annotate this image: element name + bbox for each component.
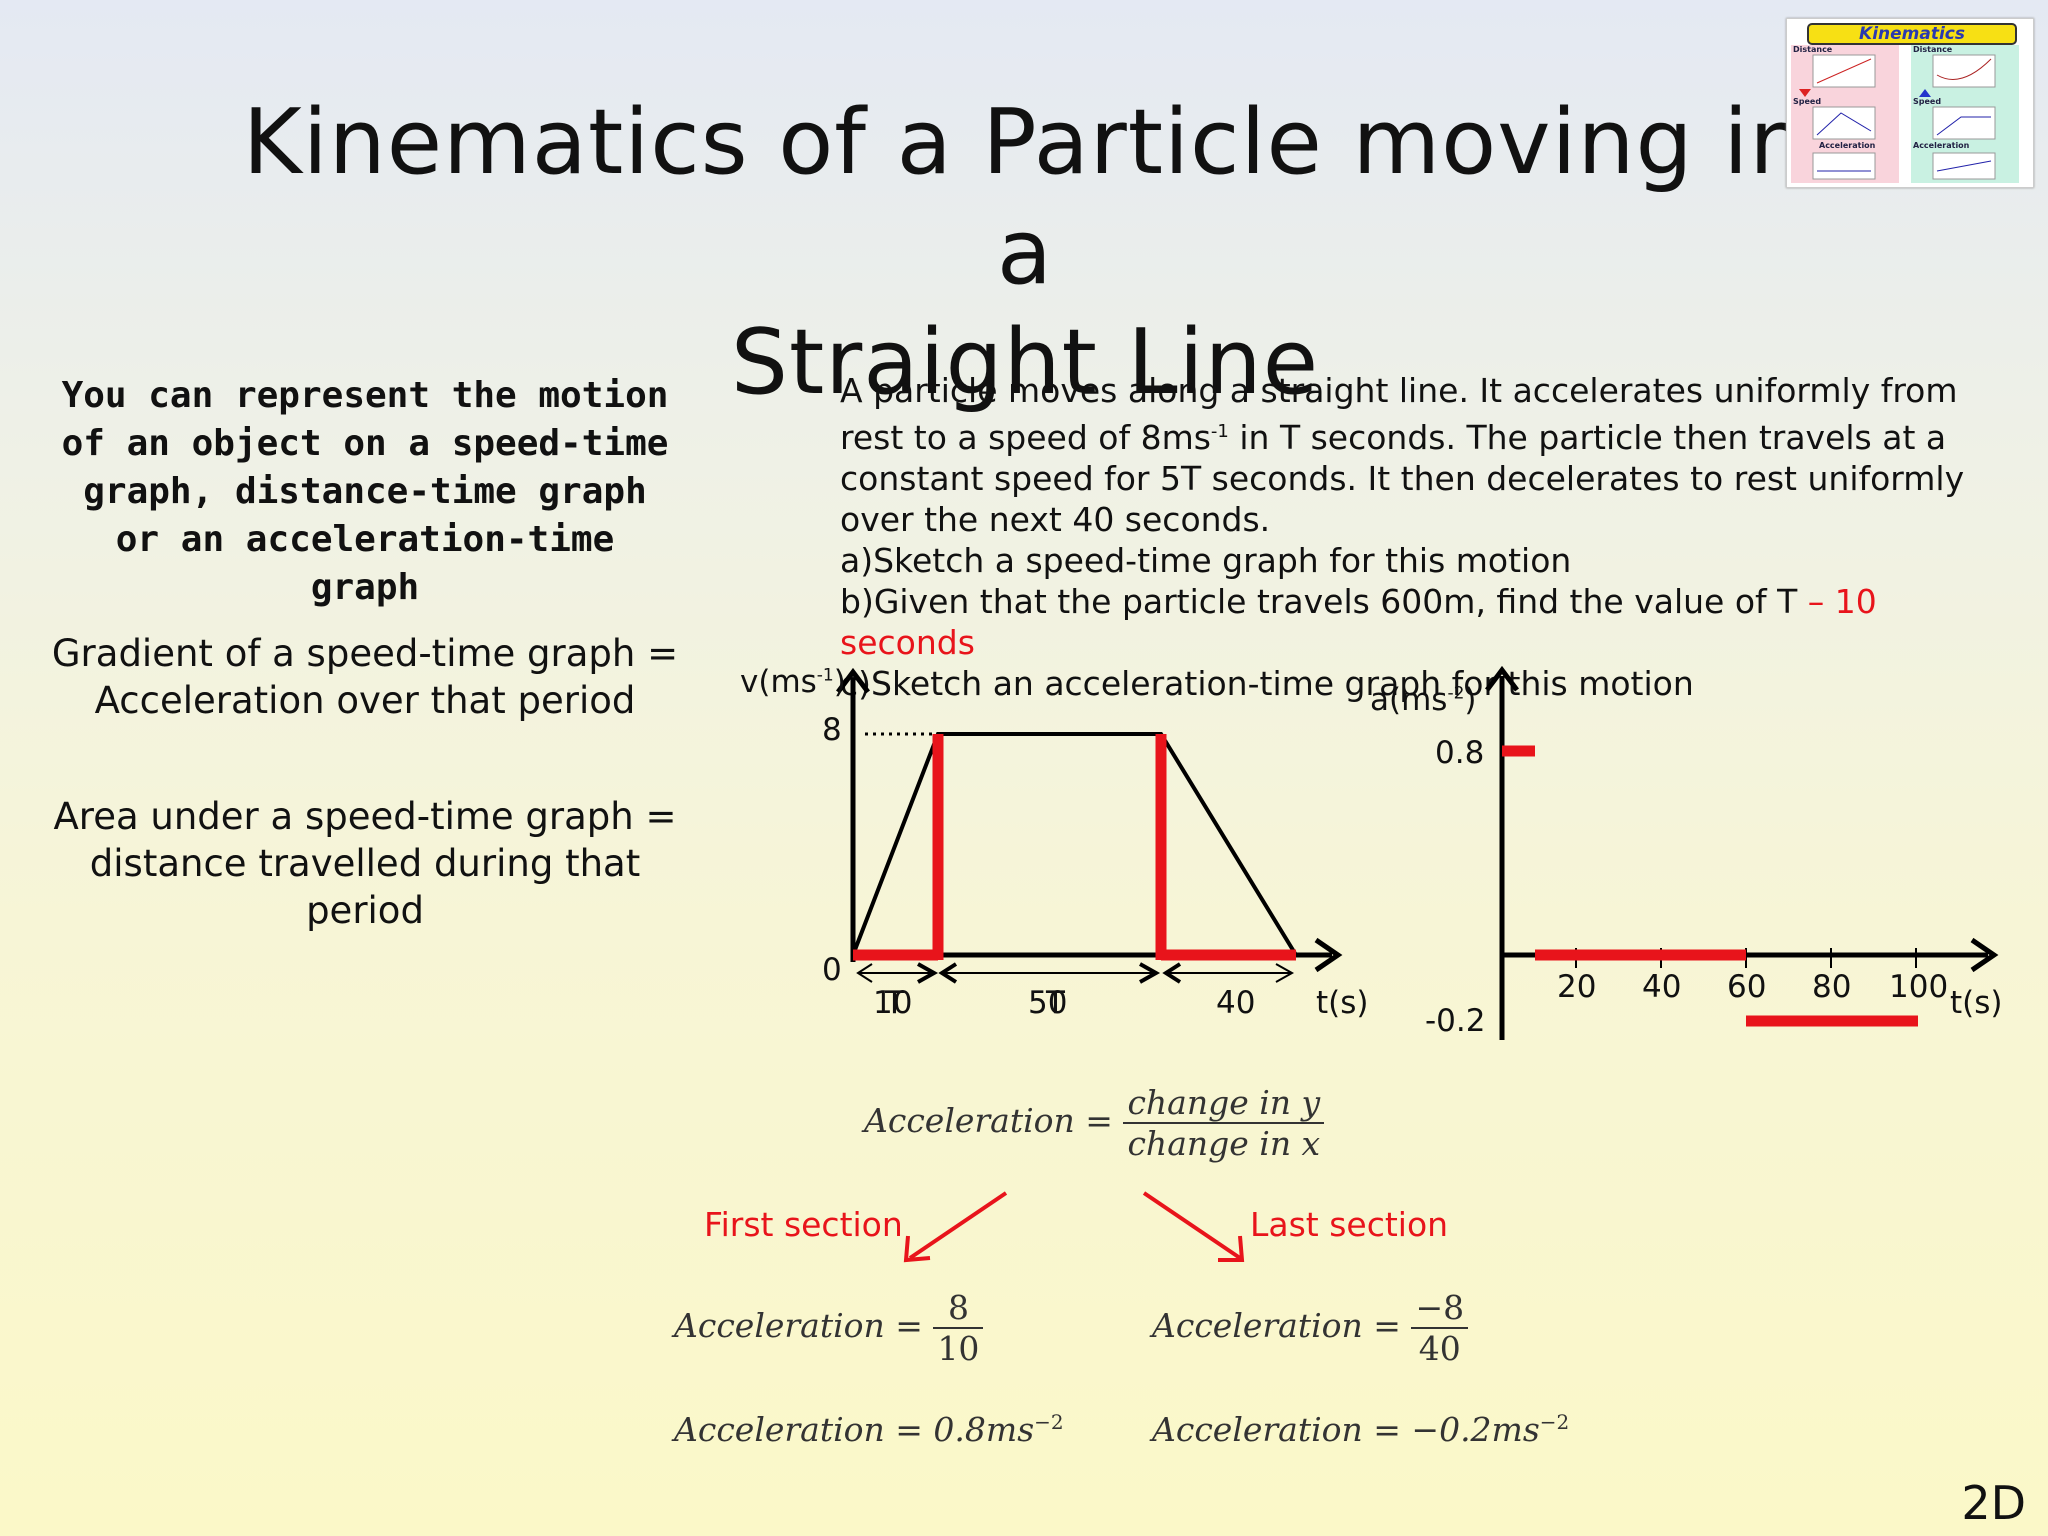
a-x-tick-20: 20 <box>1557 969 1597 1005</box>
intro-text: You can represent the motion of an objec… <box>61 375 669 608</box>
v-tick-0: 0 <box>822 952 842 988</box>
thumb-label: Speed <box>1793 97 1822 106</box>
title-line-2: Straight Line <box>730 310 1320 415</box>
segment-label-3: 40 <box>1216 985 1256 1021</box>
a-axis-label: a(ms-2) <box>1370 682 1477 718</box>
segment-label-2: 50 <box>1028 985 1068 1021</box>
overstruck-T-2: T <box>1046 985 1065 1021</box>
dim-arrow <box>1275 963 1295 983</box>
v-axis-label: v(ms-1) <box>740 664 846 700</box>
thumb-graph-icon <box>1932 152 1996 180</box>
dim-arrow <box>1162 962 1182 984</box>
first-section-label: First section <box>704 1205 903 1244</box>
segment-label-1: 10 <box>873 985 913 1021</box>
thumb-cell-acceleration-2: Acceleration <box>1911 141 2019 183</box>
a-axis-arrow <box>1485 665 1519 692</box>
first-section-formula: Acceleration = 8 10 <box>674 1288 984 1368</box>
last-section-result: Acceleration = −0.2ms−2 <box>1152 1410 1570 1449</box>
last-section-formula: Acceleration = −8 40 <box>1152 1288 1469 1368</box>
thumb-label: Acceleration <box>1913 141 1970 150</box>
a-x-tick-80: 80 <box>1812 969 1852 1005</box>
v-axis-arrow <box>836 667 870 694</box>
speed-line <box>851 732 1298 957</box>
dim-arrow <box>917 962 939 984</box>
first-section-arrow <box>908 1191 1008 1260</box>
dim-arrow <box>856 963 873 983</box>
problem-statement: A particle moves along a straight line. … <box>840 370 2020 704</box>
general-fraction: change in y change in x <box>1123 1083 1325 1163</box>
thumbnail-heading: Kinematics <box>1807 23 2017 45</box>
last-section-label: Last section <box>1250 1205 1449 1244</box>
a-x-tick-40: 40 <box>1642 969 1682 1005</box>
thumb-label: Distance <box>1913 45 1953 54</box>
thumb-cell-acceleration-1: Acceleration <box>1791 141 1899 183</box>
thumb-label: Speed <box>1913 97 1942 106</box>
a-tick-0.8: 0.8 <box>1435 735 1485 771</box>
a-tick-neg-0.2: -0.2 <box>1425 1003 1486 1039</box>
a-t-axis-arrow <box>1970 937 1999 973</box>
speed-t-axis-label: t(s) <box>1316 985 1369 1021</box>
first-section-arrow-head <box>903 1235 931 1263</box>
first-section-result: Acceleration = 0.8ms−2 <box>674 1410 1064 1449</box>
thumb-graph-icon <box>1799 54 1876 97</box>
gradient-rule: Gradient of a speed-time graph = Acceler… <box>51 632 679 722</box>
thumb-cell-distance-1: Distance <box>1791 45 1899 105</box>
accel-t-axis-label: t(s) <box>1950 985 2003 1021</box>
v-tick-8: 8 <box>822 712 842 748</box>
thumb-graph-icon <box>1812 152 1876 180</box>
first-fraction: 8 10 <box>933 1288 984 1368</box>
page-number: 2D <box>1961 1476 2026 1530</box>
general-formula: Acceleration = change in y change in x <box>864 1083 1325 1163</box>
kinematics-thumbnail: Kinematics Distance Distance Speed Speed… <box>1786 18 2034 188</box>
dim-arrow <box>1139 962 1161 984</box>
t-axis-arrow <box>1314 937 1343 973</box>
last-section-arrow <box>1142 1191 1242 1260</box>
a-x-tick-100: 100 <box>1889 969 1949 1005</box>
last-fraction: −8 40 <box>1411 1288 1469 1368</box>
area-rule: Area under a speed-time graph = distance… <box>53 795 677 932</box>
overstruck-T-1: T <box>885 985 904 1021</box>
title-line-1: Kinematics of a Particle moving in a <box>242 90 1808 305</box>
part-b-answer: – 10 seconds <box>840 582 1877 662</box>
a-x-tick-60: 60 <box>1727 969 1767 1005</box>
dim-arrow <box>938 962 958 984</box>
problem-part-a: a)Sketch a speed-time graph for this mot… <box>840 541 1572 580</box>
last-section-arrow-head <box>1218 1235 1245 1262</box>
page-title: Kinematics of a Particle moving in a Str… <box>200 88 1850 418</box>
problem-part-c: c)Sketch an acceleration-time graph for … <box>840 664 1694 703</box>
problem-part-b: b)Given that the particle travels 600m, … <box>840 582 1877 662</box>
problem-body: A particle moves along a straight line. … <box>840 371 1965 539</box>
thumb-label: Distance <box>1793 45 1833 54</box>
thumb-cell-distance-2: Distance <box>1911 45 2019 105</box>
thumb-label: Acceleration <box>1819 141 1876 150</box>
thumb-graph-icon <box>1919 54 1996 97</box>
